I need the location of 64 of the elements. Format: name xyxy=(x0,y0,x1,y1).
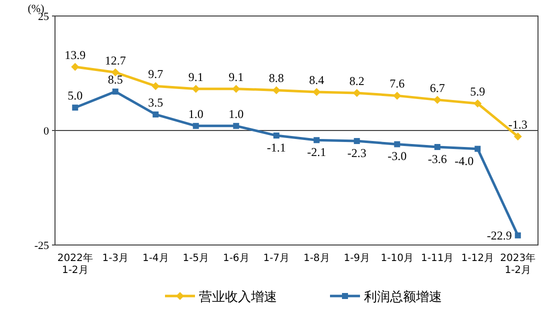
data-label: -2.3 xyxy=(347,146,366,160)
point xyxy=(434,144,440,150)
data-label: -2.1 xyxy=(307,145,326,160)
point xyxy=(112,88,118,95)
point xyxy=(272,86,280,94)
point xyxy=(352,88,361,97)
point xyxy=(71,62,80,71)
data-label: 1.0 xyxy=(188,106,204,121)
point xyxy=(514,132,522,140)
y-tick-label: 25 xyxy=(38,11,50,23)
legend-label: 营业收入增速 xyxy=(199,290,277,305)
point xyxy=(152,111,159,118)
data-label: 5.9 xyxy=(470,84,486,98)
data-label: -1.1 xyxy=(266,140,286,155)
data-label: 8.4 xyxy=(309,73,324,88)
data-label: 5.0 xyxy=(68,88,83,103)
x-tick-label: 2023年 1-2月 xyxy=(500,252,536,276)
point xyxy=(354,138,360,144)
data-label: -3.6 xyxy=(428,152,447,166)
y-tick-label: 0 xyxy=(44,126,50,138)
point xyxy=(393,92,402,100)
point xyxy=(273,132,280,139)
point xyxy=(72,104,78,111)
data-label: 1.0 xyxy=(228,106,244,121)
data-label: 3.5 xyxy=(148,95,164,110)
data-label: -4.0 xyxy=(454,154,474,168)
data-label: 8.2 xyxy=(349,74,364,88)
point xyxy=(394,141,400,148)
data-label: 8.8 xyxy=(268,71,284,86)
point xyxy=(192,122,199,129)
data-label: 12.7 xyxy=(104,53,126,68)
data-label: 13.9 xyxy=(64,48,86,62)
point xyxy=(474,146,481,152)
point xyxy=(192,84,200,93)
data-label: 9.7 xyxy=(148,67,164,82)
data-label: 9.1 xyxy=(228,70,244,84)
x-tick-label: 1-5月 xyxy=(182,253,210,264)
point xyxy=(514,232,521,238)
x-tick-label: 1-11月 xyxy=(421,253,454,264)
y-tick-label: -25 xyxy=(34,240,50,252)
data-label: 9.1 xyxy=(188,70,204,84)
point xyxy=(433,96,442,104)
data-label: 6.7 xyxy=(430,80,445,95)
x-tick-label: 1-12月 xyxy=(461,253,494,264)
data-label: -3.0 xyxy=(388,149,407,164)
x-tick-label: 1-9月 xyxy=(344,253,370,264)
x-tick-label: 2022年 1-2月 xyxy=(57,252,93,276)
legend-label: 利润总额增速 xyxy=(364,290,442,305)
data-label: -1.3 xyxy=(508,117,528,132)
data-label: -22.9 xyxy=(486,228,512,242)
data-label: 7.6 xyxy=(390,76,405,91)
data-label: 8.5 xyxy=(108,72,123,87)
point xyxy=(312,88,321,96)
x-tick-label: 1-3月 xyxy=(102,253,129,264)
x-tick-label: 1-8月 xyxy=(303,253,330,264)
x-tick-label: 1-4月 xyxy=(142,253,169,264)
point xyxy=(232,84,240,93)
point xyxy=(152,82,160,90)
point xyxy=(474,99,482,108)
x-tick-label: 1-6月 xyxy=(222,253,250,264)
x-tick-label: 1-7月 xyxy=(263,253,290,264)
x-tick-label: 1-10月 xyxy=(380,253,414,264)
point xyxy=(233,122,240,129)
point xyxy=(314,137,320,144)
